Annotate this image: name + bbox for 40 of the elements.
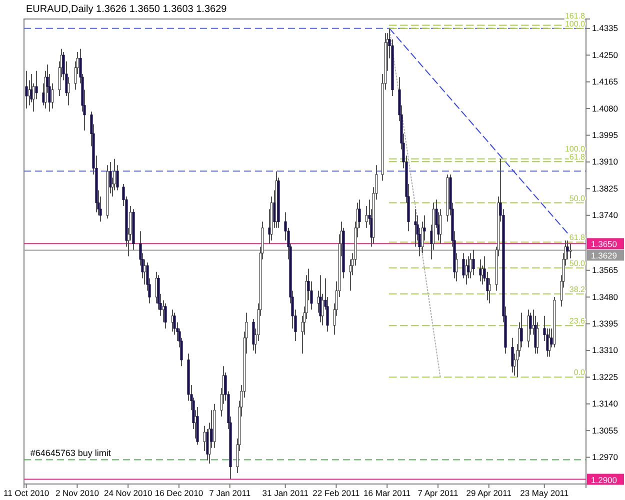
x-tick-label: 23 May 2011 (520, 488, 569, 498)
x-tick-label: 2 Nov 2010 (55, 488, 100, 498)
x-tick-label: 16 Mar 2011 (364, 488, 411, 498)
x-tick-label: 7 Apr 2011 (418, 488, 458, 498)
series-label: 38.2 (569, 284, 586, 294)
x-tick-label: 11 Oct 2010 (3, 488, 50, 498)
x-tick-label: 31 Jan 2011 (262, 488, 309, 498)
x-tick-label: 24 Nov 2010 (104, 488, 152, 498)
ref-line-label: 1.3629 (591, 250, 618, 261)
y-tick-label: 1.3995 (592, 130, 618, 140)
ref-line-label: 1.3650 (591, 239, 618, 250)
y-tick-label: 1.3825 (592, 183, 618, 194)
series-label: 61.8 (569, 233, 586, 242)
series-label: 0.0 (574, 368, 586, 378)
y-tick-label: 1.4080 (592, 103, 618, 114)
y-tick-label: 1.3225 (592, 372, 618, 382)
y-tick-label: 1.3395 (592, 318, 618, 328)
x-tick-label: 22 Feb 2011 (312, 488, 360, 498)
y-tick-label: 1.3910 (592, 156, 618, 167)
series-label: 23.6 (569, 316, 586, 326)
y-tick-label: 1.3055 (592, 425, 618, 436)
y-tick-label: 1.3310 (592, 345, 618, 356)
x-tick-label: 7 Jan 2011 (209, 488, 251, 498)
series-label: 50.0 (569, 194, 586, 203)
annotation: #64645763 buy limit (30, 448, 112, 458)
chart-title: EURAUD,Daily 1.3626 1.3650 1.3603 1.3629 (26, 4, 228, 15)
series-label: 50.0 (569, 258, 586, 268)
series-label: 100.0 (564, 144, 586, 154)
ref-line-label: 1.2900 (591, 474, 618, 485)
y-tick-label: 1.4250 (592, 50, 618, 60)
y-tick-label: 1.3140 (592, 398, 618, 409)
x-tick-label: 29 Apr 2011 (466, 488, 512, 498)
y-tick-label: 1.2970 (592, 452, 618, 462)
y-tick-label: 1.4165 (592, 76, 618, 87)
y-tick-label: 1.3480 (592, 292, 618, 302)
y-tick-label: 1.3740 (592, 210, 618, 220)
y-tick-label: 1.4335 (592, 23, 618, 34)
series-label: 161.8 (564, 11, 586, 20)
y-tick-label: 1.3565 (592, 265, 618, 276)
x-tick-label: 16 Dec 2010 (154, 488, 204, 498)
